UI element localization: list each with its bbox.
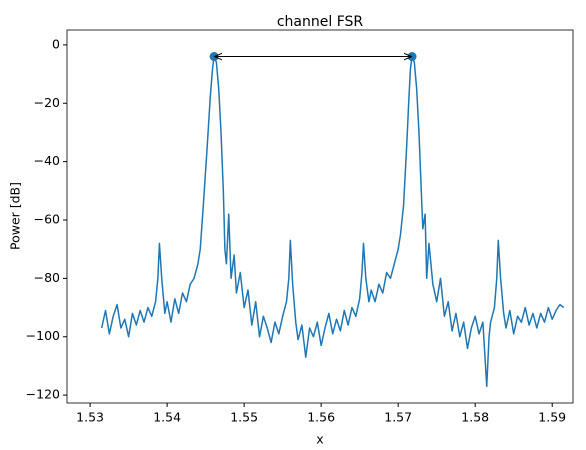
y-axis-label: Power [dB] xyxy=(8,182,23,250)
y-tick-label: 0 xyxy=(52,36,60,51)
y-tick-label: −60 xyxy=(34,212,60,227)
y-tick-label: −100 xyxy=(26,328,60,343)
x-tick-label: 1.58 xyxy=(461,410,489,425)
y-tick-label: −80 xyxy=(34,270,60,285)
y-tick-label: −20 xyxy=(34,95,60,110)
x-tick-label: 1.57 xyxy=(384,410,412,425)
line xyxy=(100,55,565,388)
y-tick-label: −120 xyxy=(26,387,60,402)
x-axis-label: x xyxy=(316,432,323,447)
plot-frame xyxy=(66,29,574,404)
y-tick-label: −40 xyxy=(34,153,60,168)
x-tick-label: 1.55 xyxy=(230,410,258,425)
x-tick-label: 1.53 xyxy=(76,410,104,425)
x-tick-label: 1.59 xyxy=(538,410,566,425)
chart-title: channel FSR xyxy=(277,14,364,30)
x-tick-label: 1.54 xyxy=(153,410,181,425)
x-tick-label: 1.56 xyxy=(307,410,335,425)
